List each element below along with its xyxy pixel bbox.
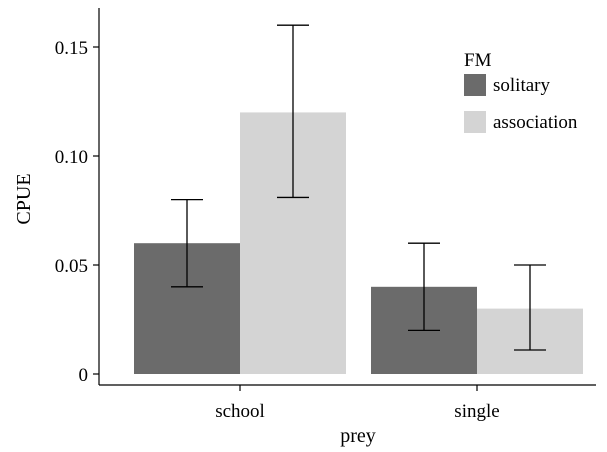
legend-label-association: association (493, 112, 578, 133)
y-tick-label: 0 (79, 365, 89, 386)
error-bars-layer (171, 24, 546, 351)
legend: FM solitary association (464, 50, 578, 133)
x-tick-label: single (454, 401, 499, 422)
x-tick-label: school (215, 401, 265, 422)
error-bar-school-solitary (171, 198, 203, 288)
y-axis-title: CPUE (13, 173, 35, 224)
error-bar-single-solitary (408, 242, 440, 332)
y-tick-label: 0.05 (55, 256, 88, 277)
legend-title: FM (464, 50, 492, 71)
error-bar-single-association (514, 264, 546, 351)
y-tick-label: 0.15 (55, 38, 88, 59)
bars-layer (134, 112, 583, 375)
axes-layer (98, 8, 596, 386)
error-bar-school-association (277, 24, 309, 199)
legend-swatch-association (464, 111, 486, 133)
x-ticks-layer: school single (215, 385, 500, 422)
legend-label-solitary: solitary (493, 75, 550, 96)
x-axis-title: prey (340, 425, 376, 447)
legend-swatch-solitary (464, 74, 486, 96)
y-ticks-layer: 0 0.05 0.10 0.15 (55, 38, 99, 386)
y-tick-label: 0.10 (55, 147, 88, 168)
